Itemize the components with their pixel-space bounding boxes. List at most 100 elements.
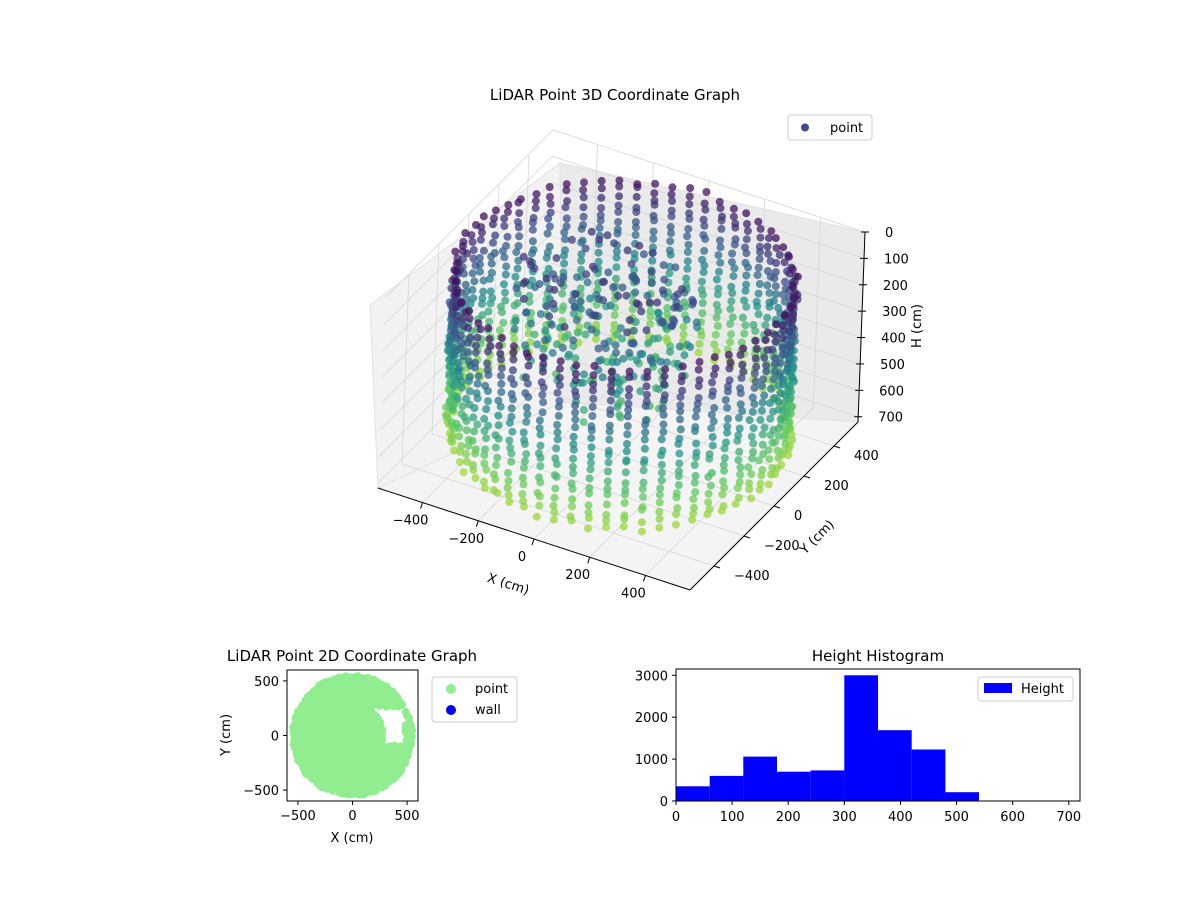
point-3d [642, 397, 651, 406]
point-3d [641, 416, 650, 425]
point-3d [748, 393, 757, 402]
point-3d [772, 290, 781, 299]
point-3d [642, 382, 651, 391]
point-3d [504, 468, 512, 477]
point-3d [586, 294, 595, 303]
point-3d [527, 319, 535, 328]
tick-label-x-3d: −200 [448, 532, 484, 547]
point-3d [468, 436, 477, 445]
point-3d [491, 206, 500, 215]
point-3d [712, 300, 721, 309]
point-3d [469, 413, 478, 422]
point-3d [710, 403, 719, 412]
point-3d [484, 347, 492, 356]
point-3d [678, 386, 687, 395]
point-3d [545, 242, 554, 251]
point-3d [776, 415, 785, 424]
point-3d [772, 244, 781, 253]
point-3d [462, 450, 470, 458]
point-3d [464, 323, 472, 332]
histogram-bars [676, 675, 979, 801]
point-3d [628, 305, 637, 314]
point-3d [615, 182, 624, 191]
point-3d [545, 192, 554, 201]
point-3d [452, 419, 461, 428]
point-3d [603, 231, 612, 240]
point-3d [521, 341, 530, 350]
point-3d [604, 458, 613, 467]
point-3d [774, 381, 783, 390]
point-3d [538, 353, 547, 362]
point-3d [722, 438, 730, 447]
point-3d [640, 456, 649, 464]
point-3d [723, 403, 732, 412]
point-3d [760, 353, 769, 362]
point-3d [462, 394, 471, 403]
point-3d [640, 444, 649, 453]
point-3d [463, 338, 472, 347]
point-3d [762, 361, 771, 370]
point-3d [710, 340, 719, 349]
point-3d [610, 239, 618, 248]
point-3d [478, 311, 487, 320]
point-3d [786, 342, 795, 351]
point-3d [728, 289, 737, 297]
point-3d [749, 439, 758, 448]
point-3d [695, 340, 704, 348]
point-3d [480, 414, 489, 423]
point-3d [546, 208, 555, 217]
point-3d [457, 299, 466, 307]
point-3d [612, 348, 620, 357]
point-3d [757, 381, 766, 390]
point-3d [500, 214, 509, 223]
point-3d [566, 512, 575, 521]
point-3d [539, 344, 548, 353]
point-3d [535, 280, 544, 288]
point-3d [562, 214, 571, 223]
point-3d [713, 322, 722, 330]
point-3d [676, 425, 685, 434]
tick-label-y-hist: 1000 [635, 753, 668, 768]
point-3d [730, 240, 739, 249]
point-3d [780, 311, 789, 320]
point-3d [631, 231, 640, 239]
point-3d [771, 234, 780, 243]
point-3d [642, 390, 651, 399]
point-3d [759, 450, 768, 459]
point-3d [660, 275, 669, 284]
point-3d [642, 326, 651, 335]
point-3d [482, 405, 491, 414]
point-3d [554, 411, 563, 420]
point-3d [735, 478, 744, 486]
point-3d [698, 255, 707, 264]
point-3d [734, 493, 743, 502]
point-3d [731, 499, 740, 508]
point-3d [484, 307, 493, 316]
point-3d [622, 447, 631, 456]
point-3d [646, 307, 655, 316]
y-axis-label-2d: Y (cm) [219, 714, 234, 757]
point-3d [584, 501, 593, 510]
point-3d [639, 492, 647, 501]
point-3d [541, 326, 550, 335]
point-3d [647, 278, 656, 287]
point-3d [740, 329, 749, 338]
point-3d [667, 212, 676, 221]
point-3d [568, 495, 577, 504]
point-3d [485, 317, 494, 326]
point-3d [465, 377, 474, 386]
point-3d [519, 428, 528, 437]
point-3d [685, 192, 694, 201]
point-3d [473, 379, 482, 388]
point-3d [542, 302, 551, 311]
legend-hist-swatch [984, 683, 1012, 693]
point-3d [510, 324, 519, 333]
point-3d [587, 227, 596, 236]
point-3d [594, 248, 603, 257]
point-3d [545, 312, 554, 321]
point-3d [719, 477, 728, 486]
point-3d [740, 296, 749, 305]
point-3d [672, 489, 681, 498]
point-3d [607, 387, 616, 396]
point-3d [453, 320, 462, 329]
